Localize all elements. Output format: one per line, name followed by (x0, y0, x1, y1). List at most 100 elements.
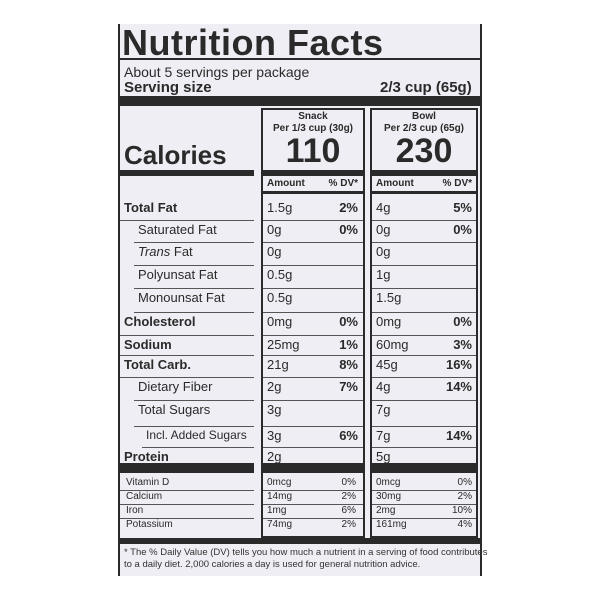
snack-amount: 0mg (267, 314, 293, 329)
snack-dv: 6% (339, 428, 358, 443)
bowl-vitamin-amount: 30mg (376, 491, 402, 502)
nutrient-name: Trans Fat (138, 244, 193, 259)
bowl-dv: 3% (453, 337, 472, 352)
bowl-vitamin-amount: 2mg (376, 505, 396, 516)
bowl-dv: 0% (453, 222, 472, 237)
vitamin-row-divider (372, 518, 476, 519)
snack-vitamin-amount: 0mcg (267, 477, 292, 488)
vitamin-row-divider (120, 518, 254, 519)
row-divider (120, 220, 254, 221)
nutrient-name: Saturated Fat (138, 222, 217, 237)
snack-vitamin-dv: 0% (341, 477, 356, 488)
row-divider (263, 288, 363, 289)
snack-vitamin-amount: 74mg (267, 519, 293, 530)
bowl-dv-header: % DV* (442, 178, 472, 189)
vitamin-row-divider (263, 504, 363, 505)
snack-amount: 3g (267, 428, 282, 443)
snack-dv: 2% (339, 200, 358, 215)
footnote-divider (120, 538, 480, 544)
nutrient-name: Polyunsat Fat (138, 267, 218, 282)
vitamin-row-divider (263, 490, 363, 491)
row-divider (372, 400, 476, 401)
footnote-line-1: * The % Daily Value (DV) tells you how m… (124, 547, 488, 558)
row-divider (372, 426, 476, 427)
snack-vitamin-amount: 1mg (267, 505, 287, 516)
nutrient-name: Cholesterol (124, 314, 196, 329)
bowl-amount: 45g (376, 357, 398, 372)
footnote-line-2: to a daily diet. 2,000 calories a day is… (124, 559, 421, 570)
bowl-column-frame (370, 108, 478, 538)
snack-vitamin-dv: 2% (341, 491, 356, 502)
nutrient-name: Incl. Added Sugars (146, 428, 247, 442)
snack-amount: 21g (267, 357, 289, 372)
thick-divider-vitamins-snack (263, 463, 363, 473)
row-divider (134, 426, 254, 427)
vitamin-row-divider (372, 490, 476, 491)
nutrient-name: Total Carb. (124, 357, 191, 372)
servings-per-package: About 5 servings per package (124, 64, 310, 80)
amount-divider-bowl (372, 191, 476, 194)
bowl-dv: 0% (453, 314, 472, 329)
nutrient-name: Sodium (124, 337, 172, 352)
bowl-column-portion: Per 2/3 cup (65g) (383, 123, 465, 134)
amount-divider-snack (263, 191, 363, 194)
row-divider (134, 242, 254, 243)
snack-amount: 1.5g (267, 200, 293, 215)
thick-divider-vitamins-bowl (372, 463, 476, 473)
bowl-amount: 1.5g (376, 290, 402, 305)
snack-vitamin-dv: 6% (341, 505, 356, 516)
snack-vitamin-amount: 14mg (267, 491, 293, 502)
calories-divider-snack (263, 170, 363, 176)
row-divider (263, 355, 363, 356)
snack-amount: 2g (267, 449, 282, 464)
row-divider (120, 377, 254, 378)
bowl-dv: 14% (445, 428, 472, 443)
thick-divider-vitamins-left (120, 463, 254, 473)
bowl-vitamin-dv: 0% (457, 477, 472, 488)
bowl-amount: 7g (376, 402, 391, 417)
bowl-vitamin-dv: 2% (457, 491, 472, 502)
bowl-vitamin-dv: 10% (451, 505, 472, 516)
snack-amount-header: Amount (267, 178, 305, 189)
row-divider (134, 312, 254, 313)
row-divider (372, 335, 476, 336)
bowl-amount: 5g (376, 449, 391, 464)
snack-dv: 1% (339, 337, 358, 352)
snack-calories: 110 (285, 132, 341, 170)
vitamin-row-divider (372, 504, 476, 505)
bowl-amount: 0mg (376, 314, 402, 329)
row-divider (263, 242, 363, 243)
bowl-dv: 16% (445, 357, 472, 372)
snack-amount: 0.5g (267, 267, 293, 282)
snack-amount: 3g (267, 402, 282, 417)
row-divider (263, 400, 363, 401)
row-divider (263, 426, 363, 427)
thick-divider-top (120, 96, 480, 106)
snack-dv: 7% (339, 379, 358, 394)
nutrient-name: Dietary Fiber (138, 379, 213, 394)
row-divider (372, 312, 476, 313)
page-title: Nutrition Facts (122, 22, 384, 63)
vitamin-name: Calcium (126, 491, 163, 502)
snack-amount: 25mg (267, 337, 300, 352)
row-divider (372, 288, 476, 289)
row-divider (372, 447, 476, 448)
snack-amount: 0.5g (267, 290, 293, 305)
snack-column-name: Snack (298, 111, 328, 122)
row-divider (372, 265, 476, 266)
snack-dv-header: % DV* (328, 178, 358, 189)
calories-label: Calories (124, 140, 227, 170)
snack-dv: 0% (339, 314, 358, 329)
bowl-amount: 4g (376, 200, 391, 215)
bowl-amount-header: Amount (376, 178, 414, 189)
vitamin-name: Iron (126, 505, 144, 516)
row-divider (263, 377, 363, 378)
row-divider (372, 242, 476, 243)
snack-amount: 2g (267, 379, 282, 394)
nutrition-label-panel (118, 24, 482, 576)
snack-column-frame (261, 108, 365, 538)
nutrient-name: Total Sugars (138, 402, 211, 417)
bowl-dv: 5% (453, 200, 472, 215)
vitamin-row-divider (120, 504, 254, 505)
snack-amount: 0g (267, 244, 282, 259)
